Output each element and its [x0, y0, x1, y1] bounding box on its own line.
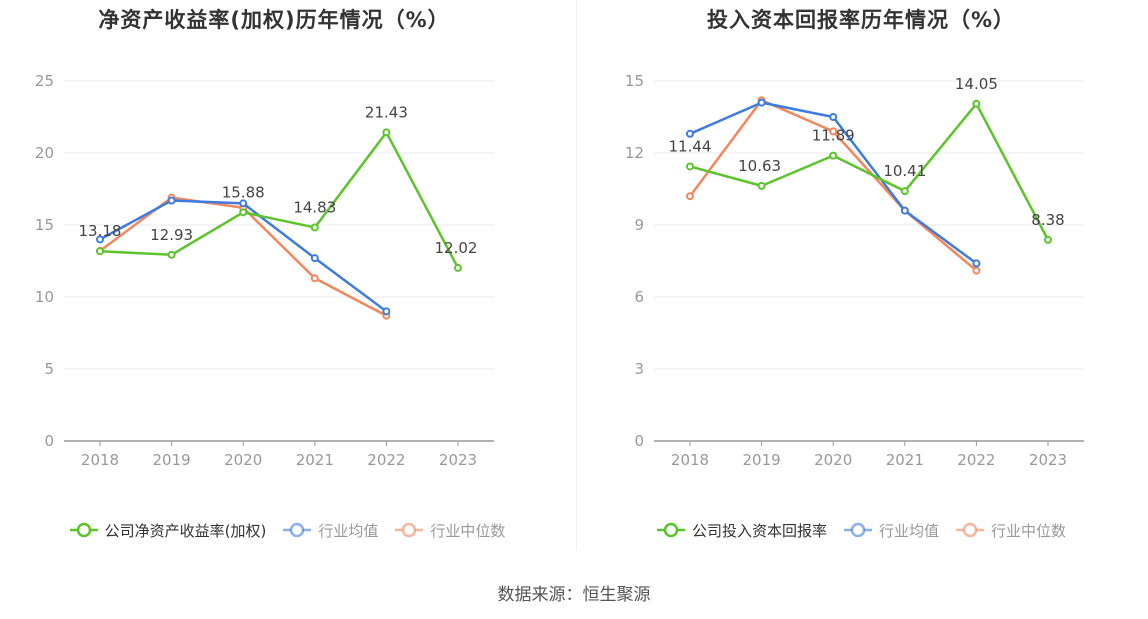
- legend-label: 公司净资产收益率(加权): [104, 521, 267, 540]
- data-point: [310, 254, 319, 263]
- legend-marker-icon: [843, 522, 872, 538]
- legend-label: 公司投入资本回报率: [691, 521, 827, 540]
- x-tick-label: 2020: [814, 451, 852, 469]
- data-point: [829, 151, 838, 160]
- data-point: [829, 127, 838, 136]
- data-label: 10.63: [738, 157, 781, 175]
- legend-marker-icon: [395, 522, 424, 538]
- data-point: [1044, 235, 1052, 244]
- data-label: 15.88: [222, 183, 265, 201]
- x-tick-label: 2022: [957, 451, 995, 469]
- y-tick-label: 5: [44, 360, 54, 378]
- series-line-0: [689, 102, 1050, 241]
- legend-item[interactable]: 行业均值: [282, 520, 378, 541]
- y-tick-label: 20: [35, 144, 54, 162]
- legend-marker-icon: [283, 522, 312, 538]
- data-label: 12.02: [435, 239, 478, 257]
- data-source-note: 数据来源：恒生聚源: [497, 585, 651, 605]
- data-point: [686, 129, 694, 138]
- data-point: [382, 128, 391, 137]
- data-point: [686, 192, 694, 201]
- data-point: [900, 206, 909, 215]
- legend-marker-icon: [956, 522, 984, 538]
- series-line-0: [99, 131, 460, 269]
- legend-item[interactable]: 行业均值: [843, 520, 939, 541]
- legend-item[interactable]: 行业中位数: [955, 520, 1066, 541]
- legend-item[interactable]: 行业中位数: [394, 520, 505, 541]
- data-point: [167, 250, 176, 259]
- data-point: [167, 196, 176, 205]
- x-tick-label: 2021: [296, 451, 334, 469]
- x-tick-label: 2023: [1029, 451, 1067, 469]
- y-tick-label: 0: [634, 432, 644, 450]
- x-tick-label: 2019: [743, 451, 781, 469]
- roic-legend: 公司投入资本回报率 行业均值 行业中位数: [574, 518, 1148, 542]
- data-point: [239, 199, 248, 208]
- data-point: [96, 235, 104, 244]
- x-tick-label: 2023: [439, 451, 477, 469]
- legend-label: 行业中位数: [991, 521, 1067, 540]
- legend-item[interactable]: 公司投入资本回报率: [656, 520, 827, 541]
- data-point: [972, 266, 981, 275]
- y-tick-label: 15: [625, 72, 644, 90]
- x-tick-label: 2018: [671, 451, 709, 469]
- data-point: [686, 162, 694, 171]
- data-point: [829, 113, 838, 121]
- y-tick-label: 6: [634, 288, 644, 306]
- data-point: [972, 259, 981, 268]
- data-point: [382, 307, 391, 316]
- roic-chart-plot: 0 3 6 9 12 15 2018 2019 2020 2021 2022 2023 11.44 10.…: [625, 72, 1084, 469]
- y-tick-label: 25: [35, 72, 54, 90]
- legend-marker-icon: [656, 522, 685, 538]
- y-tick-label: 10: [35, 288, 54, 306]
- panel-divider: [576, 0, 577, 550]
- x-tick-label: 2019: [153, 451, 191, 469]
- roic-chart-panel: 投入资本回报率历年情况（%） 0 3 6 9 12 15 2018 2019 2020 2021 2…: [574, 0, 1148, 560]
- roe-chart-plot: 0 5 10 15 20 25 2018 2019 2020 2021 2022 2023 13.18 1…: [35, 72, 494, 469]
- legend-marker-icon: [69, 522, 98, 538]
- data-label: 10.41: [883, 162, 926, 180]
- data-label: 14.05: [955, 75, 998, 93]
- legend-label: 行业均值: [878, 521, 939, 540]
- legend-item[interactable]: 公司净资产收益率(加权): [69, 520, 267, 541]
- y-tick-label: 0: [44, 432, 54, 450]
- data-label: 21.43: [365, 103, 408, 121]
- roe-chart-panel: 净资产收益率(加权)历年情况（%） 0 5 10 15 20 25 2018 2019 2020…: [0, 0, 574, 560]
- data-point: [239, 208, 248, 217]
- legend-label: 行业中位数: [430, 521, 506, 540]
- y-tick-label: 3: [634, 360, 644, 378]
- x-tick-label: 2021: [886, 451, 924, 469]
- y-tick-label: 15: [35, 216, 54, 234]
- data-label: 13.18: [79, 222, 122, 240]
- data-label: 8.38: [1031, 211, 1064, 229]
- data-point: [310, 223, 319, 232]
- data-point: [310, 274, 319, 283]
- data-point: [757, 98, 766, 107]
- chart-title: 净资产收益率(加权)历年情况（%）: [98, 8, 450, 32]
- series-line-1: [99, 199, 388, 313]
- data-point: [972, 99, 981, 108]
- data-point: [96, 247, 104, 256]
- x-tick-label: 2018: [81, 451, 119, 469]
- y-tick-label: 12: [625, 144, 644, 162]
- y-tick-label: 9: [634, 216, 644, 234]
- data-label: 11.44: [669, 137, 712, 155]
- data-label: 12.93: [150, 226, 193, 244]
- data-label: 11.89: [812, 127, 855, 145]
- data-point: [900, 187, 909, 196]
- chart-title: 投入资本回报率历年情况（%）: [706, 8, 1016, 32]
- x-tick-label: 2020: [224, 451, 262, 469]
- data-point: [757, 181, 766, 190]
- legend-label: 行业均值: [318, 521, 379, 540]
- x-tick-label: 2022: [367, 451, 405, 469]
- data-point: [454, 263, 462, 272]
- data-label: 14.83: [293, 198, 336, 216]
- roe-legend: 公司净资产收益率(加权) 行业均值 行业中位数: [0, 518, 574, 542]
